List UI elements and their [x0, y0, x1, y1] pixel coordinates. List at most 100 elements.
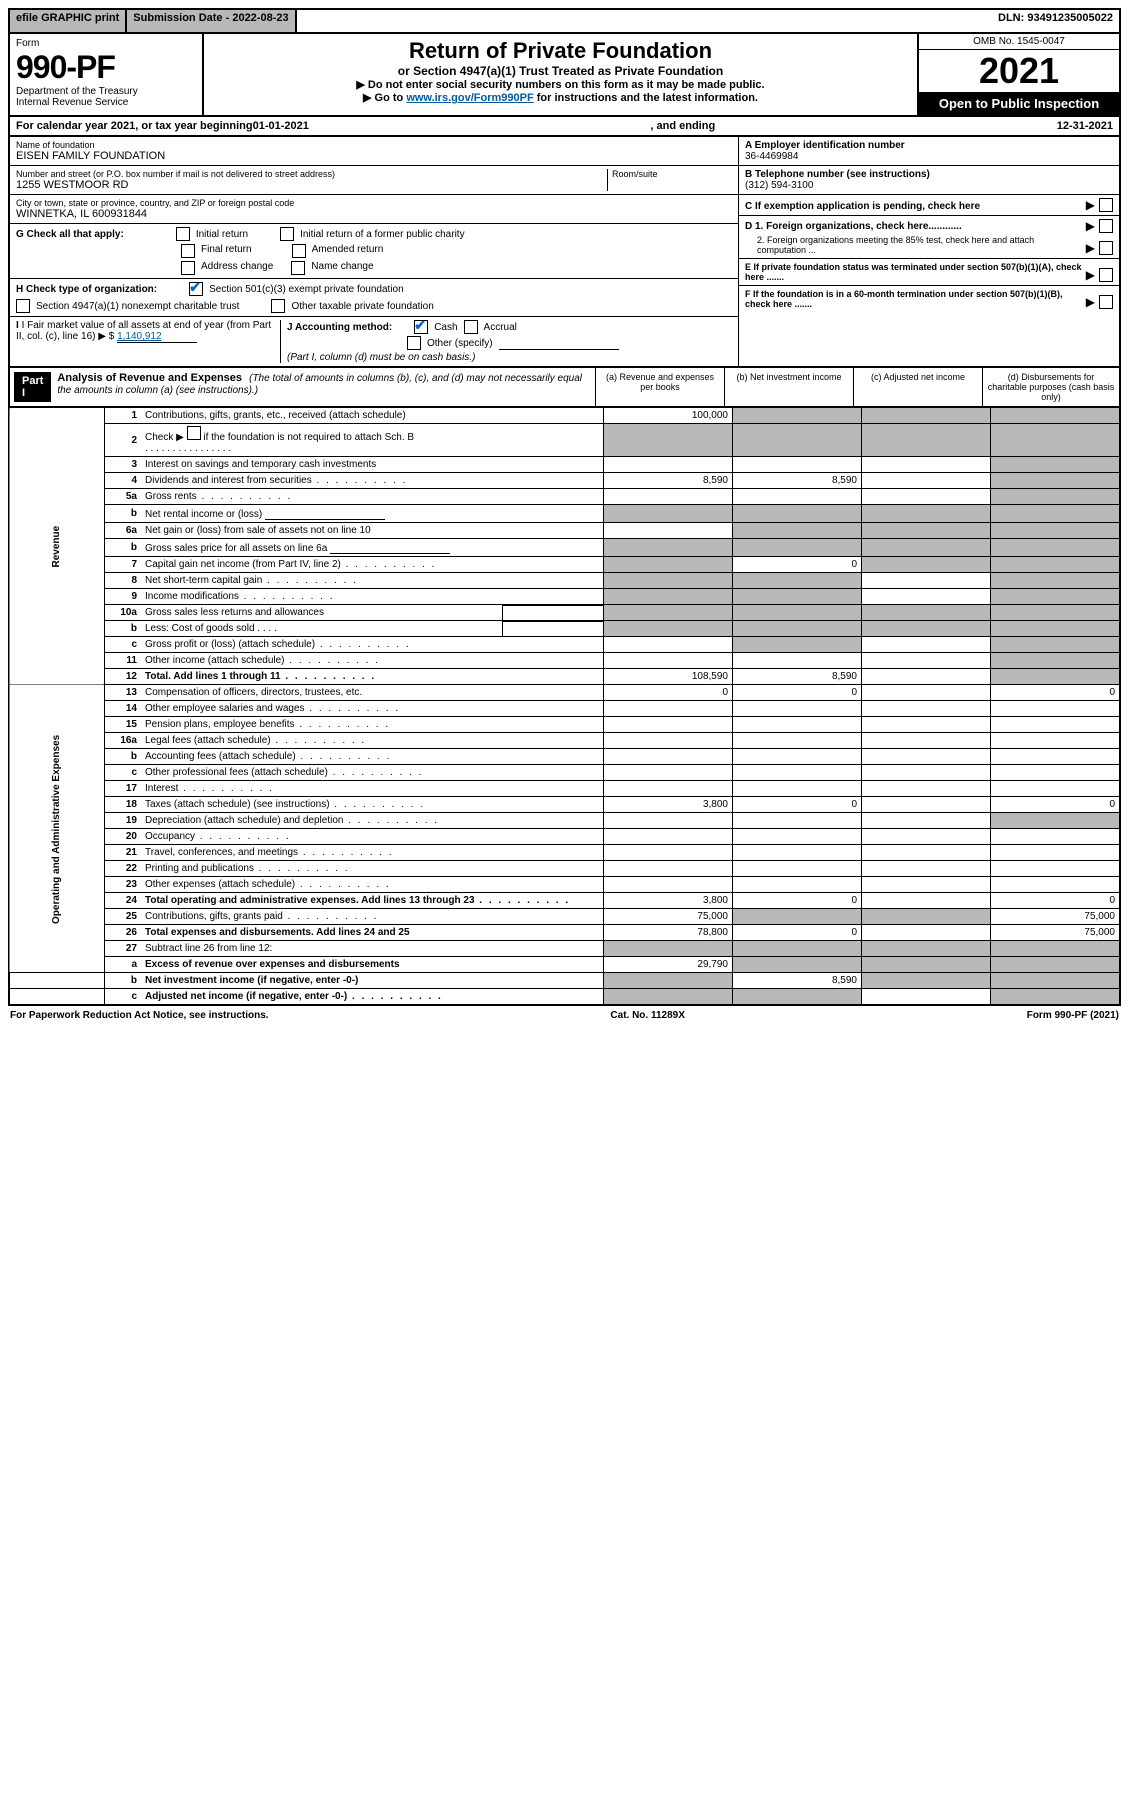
- other-method-checkbox[interactable]: [407, 336, 421, 350]
- val-b: [733, 573, 862, 589]
- header-center: Return of Private Foundation or Section …: [204, 34, 917, 115]
- val-c: [862, 408, 991, 424]
- address-change-checkbox[interactable]: [181, 261, 195, 275]
- val-b: [733, 877, 862, 893]
- irs-link[interactable]: www.irs.gov/Form990PF: [406, 92, 533, 104]
- header-left: Form 990-PF Department of the Treasury I…: [10, 34, 204, 115]
- dots: [330, 799, 426, 810]
- a-label: A Employer identification number: [745, 140, 1113, 151]
- val-a: [604, 781, 733, 797]
- cash-checkbox[interactable]: [414, 320, 428, 334]
- val-a: 108,590: [604, 669, 733, 685]
- val-d: [991, 505, 1121, 523]
- val-d: [991, 605, 1121, 621]
- line-desc: Interest on savings and temporary cash i…: [141, 457, 604, 473]
- val-d: [991, 813, 1121, 829]
- line-desc: Total operating and administrative expen…: [141, 893, 604, 909]
- d1-checkbox[interactable]: [1099, 219, 1113, 233]
- footer-form-num: 990-PF: [1055, 1010, 1088, 1021]
- dots: [312, 475, 408, 486]
- dots: [178, 783, 274, 794]
- h-opt-3: Other taxable private foundation: [291, 301, 433, 312]
- dots: [475, 895, 571, 906]
- val-b: 0: [733, 925, 862, 941]
- val-d: [991, 653, 1121, 669]
- val-a: [604, 424, 733, 457]
- line-desc: Travel, conferences, and meetings: [141, 845, 604, 861]
- footer-year: 2021: [1093, 1010, 1115, 1021]
- val-c: [862, 781, 991, 797]
- val-b: [733, 717, 862, 733]
- g-opt-1: Initial return of a former public charit…: [300, 229, 465, 240]
- val-a: [604, 573, 733, 589]
- line-num: 10a: [105, 605, 142, 621]
- line-num: 19: [105, 813, 142, 829]
- val-c: [862, 957, 991, 973]
- dots: [315, 639, 411, 650]
- val-b: [733, 749, 862, 765]
- val-d: [991, 539, 1121, 557]
- accrual-checkbox[interactable]: [464, 320, 478, 334]
- line-desc: Occupancy: [141, 829, 604, 845]
- j-label: J Accounting method:: [287, 322, 392, 333]
- note2-post: for instructions and the latest informat…: [534, 92, 758, 104]
- final-return-checkbox[interactable]: [181, 244, 195, 258]
- val-a: 100,000: [604, 408, 733, 424]
- other-taxable-checkbox[interactable]: [271, 299, 285, 313]
- line-desc: Pension plans, employee benefits: [141, 717, 604, 733]
- line-desc: Depreciation (attach schedule) and deple…: [141, 813, 604, 829]
- val-d: [991, 781, 1121, 797]
- line-num: 5a: [105, 489, 142, 505]
- g-opt-3: Amended return: [312, 244, 384, 258]
- dots: [285, 655, 381, 666]
- irs: Internal Revenue Service: [16, 97, 196, 108]
- val-a: [604, 523, 733, 539]
- schb-checkbox[interactable]: [187, 426, 201, 440]
- val-b: [733, 505, 862, 523]
- 4947a1-checkbox[interactable]: [16, 299, 30, 313]
- j-cash: Cash: [434, 322, 457, 333]
- line-desc: Gross sales less returns and allowances: [141, 605, 604, 621]
- name-change-checkbox[interactable]: [291, 261, 305, 275]
- d2-checkbox[interactable]: [1099, 241, 1113, 255]
- 501c3-checkbox[interactable]: [189, 282, 203, 296]
- dots: [296, 751, 392, 762]
- section-g: G Check all that apply: Initial return I…: [10, 224, 738, 279]
- submission-date: Submission Date - 2022-08-23: [127, 10, 296, 32]
- name-label: Name of foundation: [16, 140, 732, 150]
- h-label: H Check type of organization:: [16, 284, 157, 295]
- line-num: b: [105, 749, 142, 765]
- val-a: [604, 813, 733, 829]
- initial-return-checkbox[interactable]: [176, 227, 190, 241]
- val-d: 0: [991, 685, 1121, 701]
- c-checkbox[interactable]: [1099, 198, 1113, 212]
- initial-former-checkbox[interactable]: [280, 227, 294, 241]
- val-d: 75,000: [991, 909, 1121, 925]
- val-b: [733, 653, 862, 669]
- val-b: 8,590: [733, 669, 862, 685]
- calendar-year-row: For calendar year 2021, or tax year begi…: [8, 117, 1121, 137]
- amended-return-checkbox[interactable]: [292, 244, 306, 258]
- line-desc: Gross rents: [141, 489, 604, 505]
- val-b: [733, 637, 862, 653]
- val-d: [991, 957, 1121, 973]
- l11-desc: Other income (attach schedule): [145, 655, 285, 666]
- val-a: 78,800: [604, 925, 733, 941]
- i-value[interactable]: 1,140,912: [117, 331, 197, 343]
- line-desc: Dividends and interest from securities: [141, 473, 604, 489]
- line-desc: Adjusted net income (if negative, enter …: [141, 989, 604, 1006]
- f-checkbox[interactable]: [1099, 295, 1113, 309]
- e-checkbox[interactable]: [1099, 268, 1113, 282]
- part1-table: Revenue 1 Contributions, gifts, grants, …: [8, 408, 1121, 1006]
- form-title: Return of Private Foundation: [210, 38, 911, 64]
- line-num: 20: [105, 829, 142, 845]
- val-c: [862, 424, 991, 457]
- val-d: 0: [991, 893, 1121, 909]
- val-d: [991, 829, 1121, 845]
- e-label: E If private foundation status was termi…: [745, 262, 1082, 282]
- line-desc: Subtract line 26 from line 12:: [141, 941, 604, 957]
- line-desc: Gross profit or (loss) (attach schedule): [141, 637, 604, 653]
- line-num: b: [105, 621, 142, 637]
- room-label: Room/suite: [612, 169, 732, 179]
- line-num: 21: [105, 845, 142, 861]
